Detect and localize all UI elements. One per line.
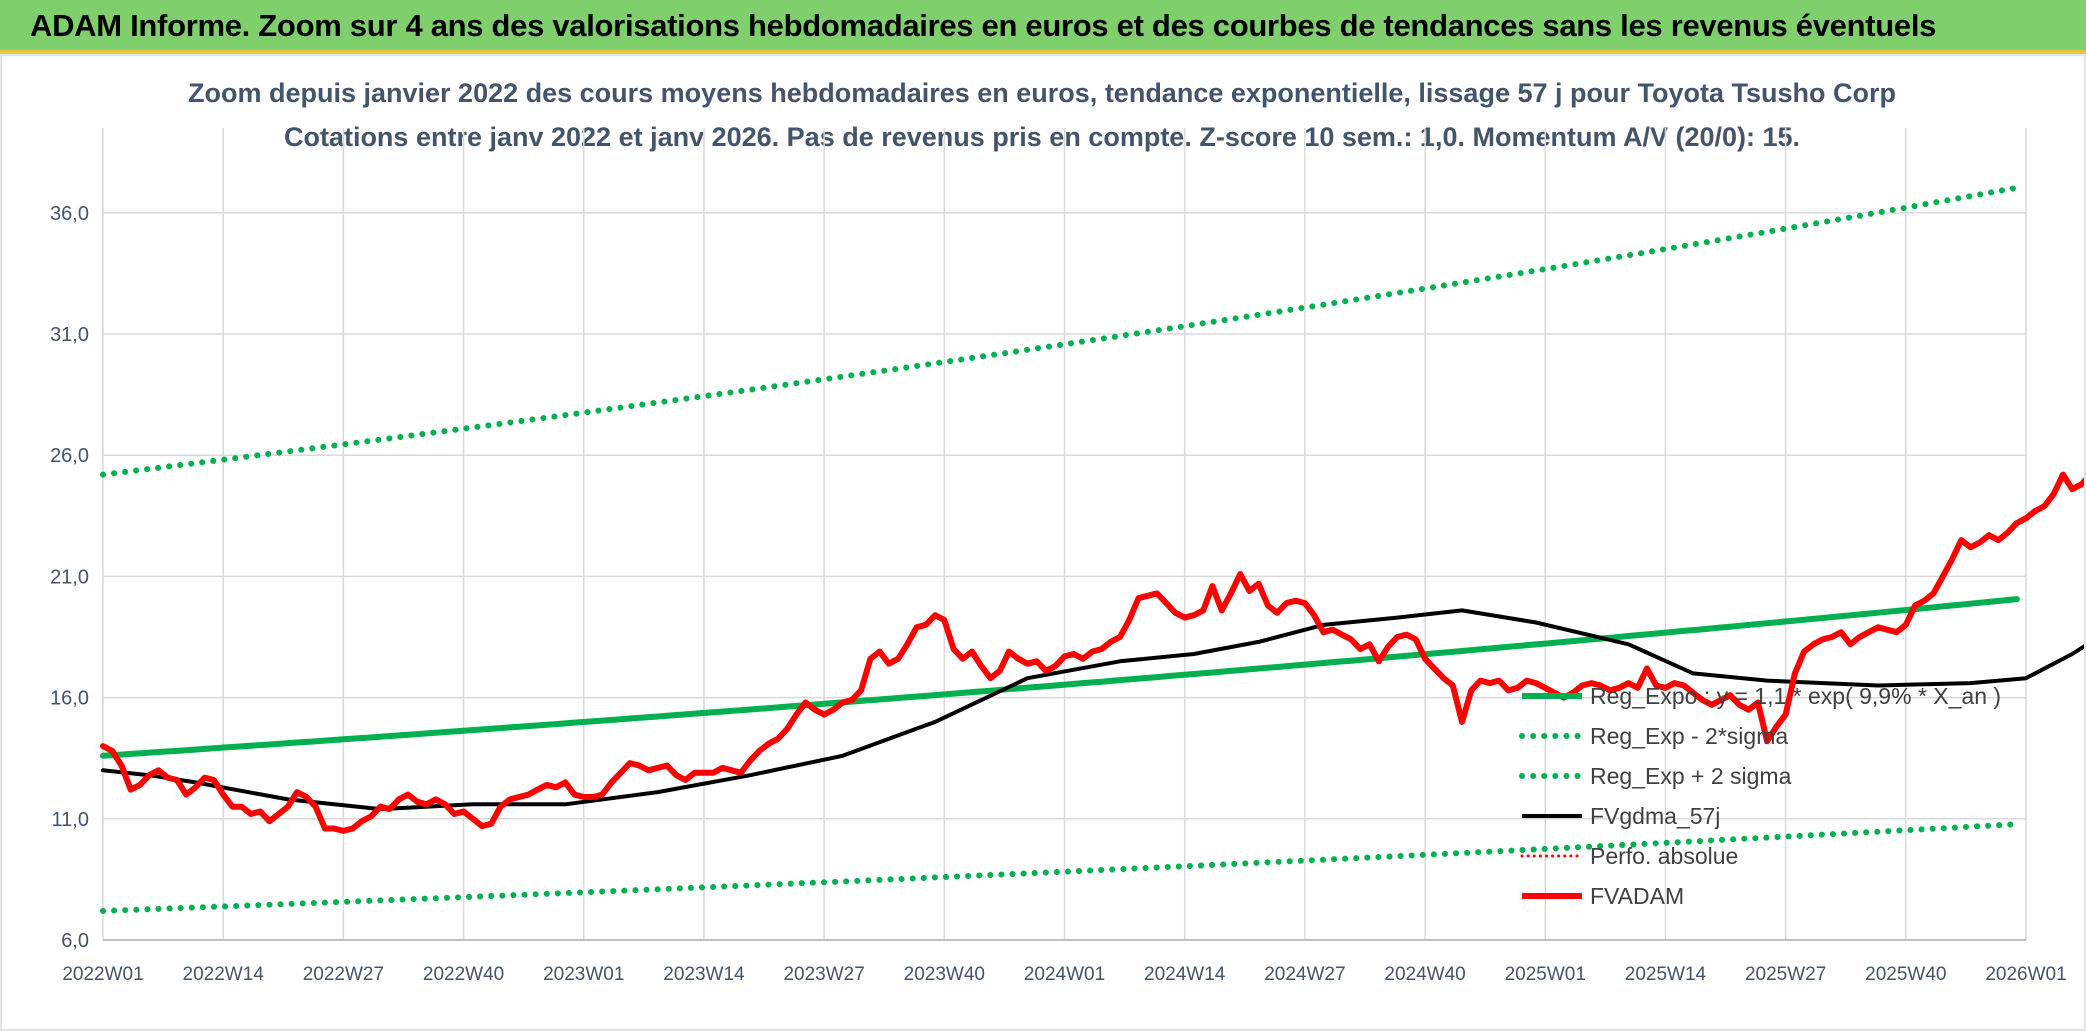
- series-lines: [100, 184, 2084, 914]
- series-reg-exp-minus-2sigma: [100, 821, 2020, 914]
- x-tick-label: 2025W27: [1745, 964, 1826, 985]
- series-fvadam: [100, 471, 2084, 834]
- chart-subtitle: Cotations entre janv 2022 et janv 2026. …: [284, 122, 1800, 152]
- y-tick-label: 36,0: [50, 203, 89, 225]
- x-tick-label: 2025W01: [1505, 964, 1586, 985]
- y-tick-label: 21,0: [50, 566, 89, 588]
- y-tick-label: 26,0: [50, 445, 89, 467]
- y-tick-label: 6,0: [61, 930, 89, 952]
- x-tick-label: 2026W01: [1985, 964, 2066, 985]
- y-tick-label: 11,0: [52, 809, 89, 831]
- legend: Reg_Expo : y = 1,1 * exp( 9,9% * X_an ) R…: [1519, 683, 2001, 909]
- grid: [102, 128, 2027, 941]
- x-tick-label: 2024W14: [1144, 964, 1226, 985]
- x-tick-label: 2024W40: [1384, 964, 1465, 985]
- legend-entry: Perfo. absolue: [1590, 843, 1738, 869]
- legend-entry: FVADAM: [1590, 883, 1684, 909]
- x-tick-label: 2022W40: [423, 964, 504, 985]
- x-tick-label: 2024W27: [1264, 964, 1345, 985]
- x-tick-label: 2023W01: [543, 964, 624, 985]
- x-tick-label: 2024W01: [1024, 964, 1105, 985]
- x-tick-label: 2022W14: [183, 964, 265, 985]
- x-tick-label: 2022W27: [303, 964, 384, 985]
- x-tick-label: 2025W14: [1625, 964, 1707, 985]
- chart-title: Zoom depuis janvier 2022 des cours moyen…: [188, 78, 1896, 108]
- x-tick-label: 2023W40: [904, 964, 985, 985]
- x-tick-label: 2022W01: [62, 964, 143, 985]
- chart-frame: Zoom depuis janvier 2022 des cours moyen…: [0, 54, 2086, 1031]
- legend-entry: Reg_Exp - 2*sigma: [1590, 723, 1788, 749]
- x-tick-label: 2025W40: [1865, 964, 1946, 985]
- axes: 6,0 11,0 16,0 21,0 26,0 31,0 36,0 2022W01 2022W1…: [50, 203, 2067, 985]
- report-title: ADAM Informe. Zoom sur 4 ans des valoris…: [30, 8, 1937, 43]
- x-tick-label: 2023W27: [783, 964, 864, 985]
- series-fvgdma-57j: [101, 608, 2084, 812]
- series-reg-expo: [100, 596, 2020, 759]
- legend-entry: Reg_Expo : y = 1,1 * exp( 9,9% * X_an ): [1590, 683, 2001, 709]
- report-banner: ADAM Informe. Zoom sur 4 ans des valoris…: [0, 0, 2086, 54]
- legend-entry: Reg_Exp + 2 sigma: [1590, 763, 1792, 789]
- y-tick-label: 16,0: [50, 688, 89, 710]
- series-reg-exp-plus-2sigma: [100, 184, 2020, 478]
- y-tick-label: 31,0: [50, 324, 89, 346]
- line-chart: Zoom depuis janvier 2022 des cours moyen…: [50, 78, 2084, 985]
- legend-entry: FVgdma_57j: [1590, 803, 1720, 829]
- x-tick-label: 2023W14: [663, 964, 745, 985]
